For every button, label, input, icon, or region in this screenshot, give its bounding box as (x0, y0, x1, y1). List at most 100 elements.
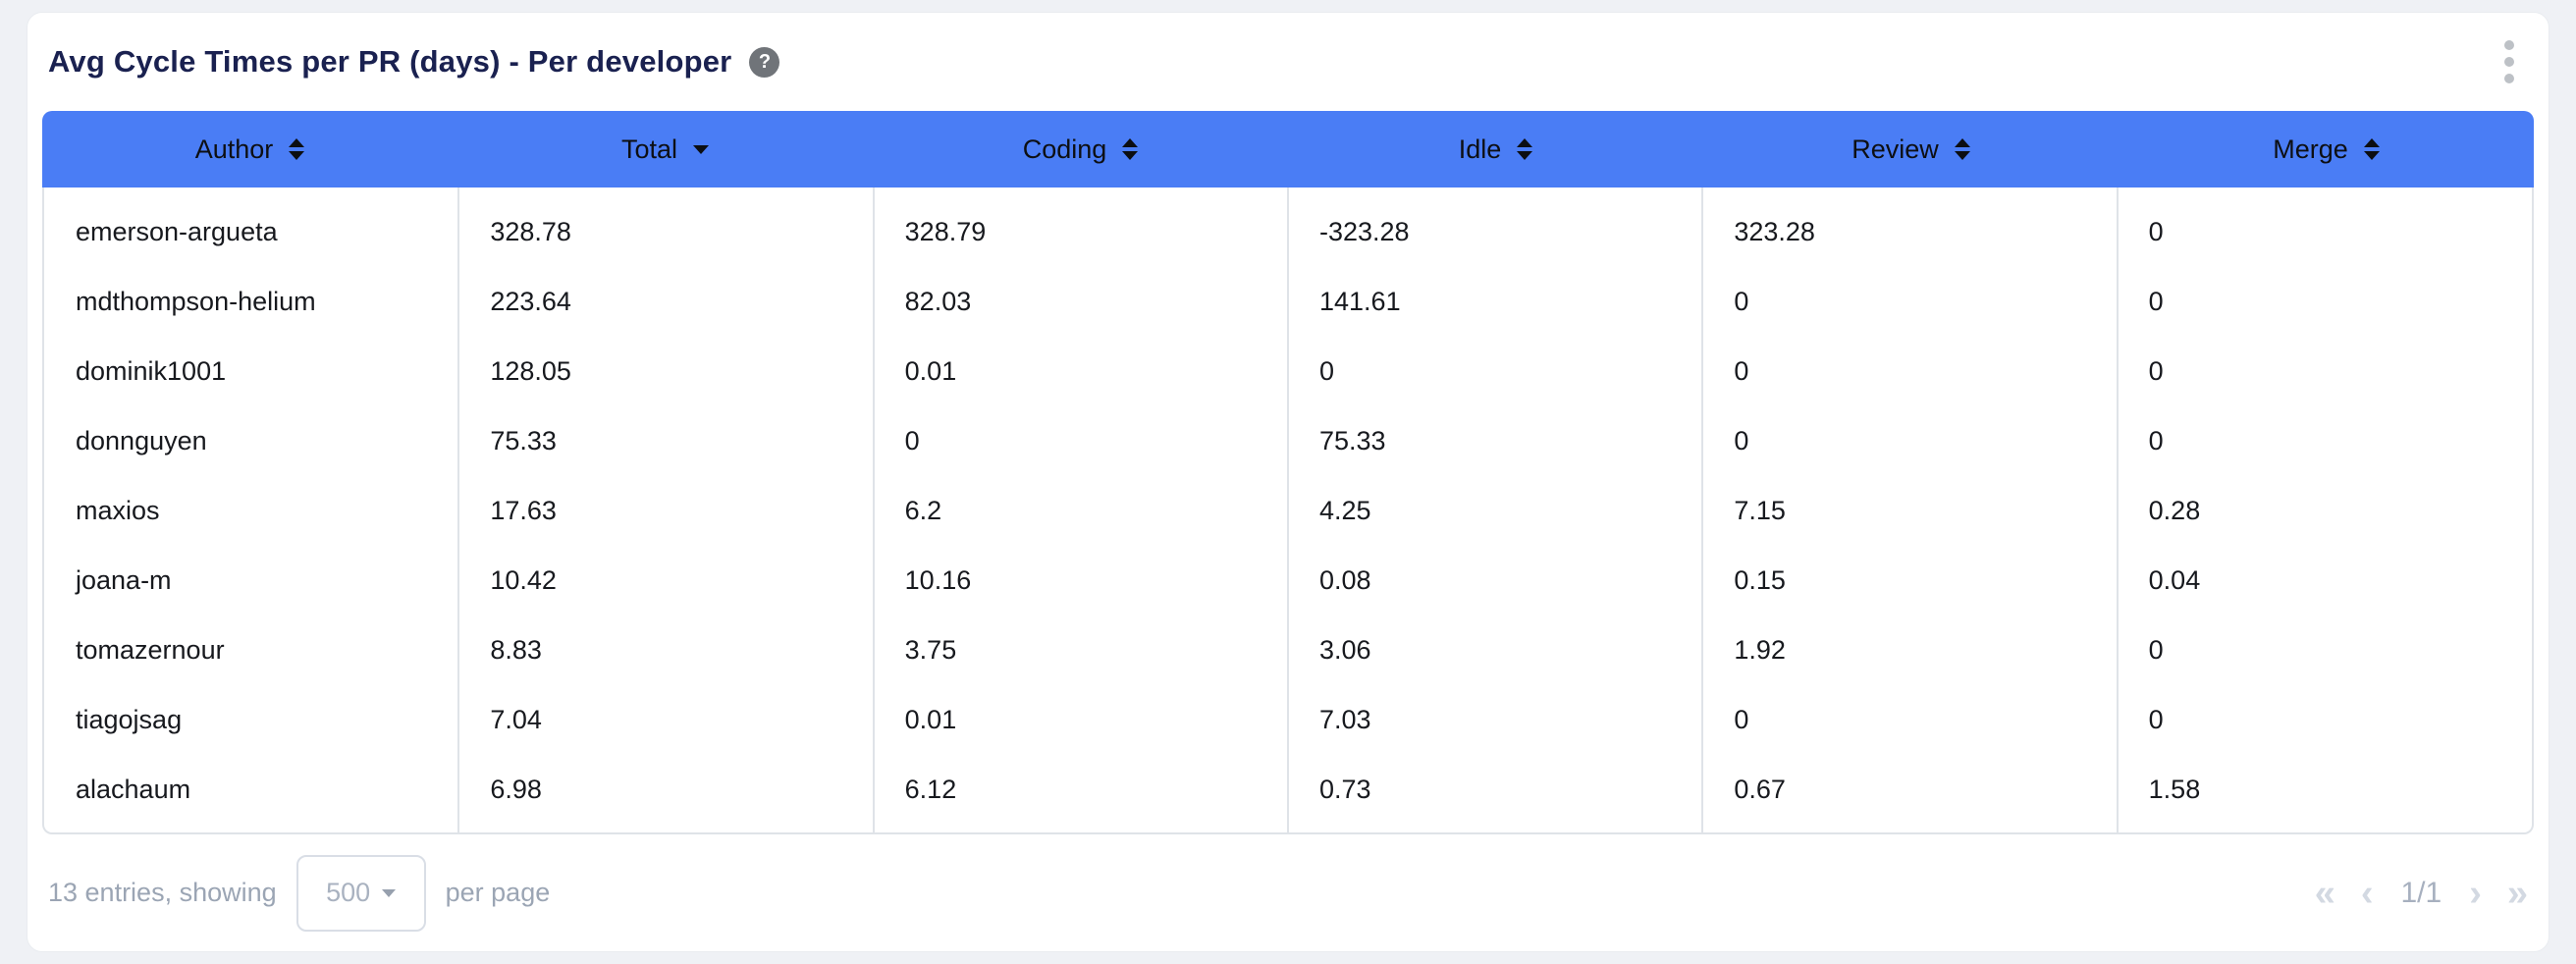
author-cell: mdthompson-helium (76, 287, 316, 316)
column-label: Review (1852, 134, 1939, 164)
value-cell: 0 (1734, 705, 1749, 734)
author-cell: tiagojsag (76, 705, 183, 734)
chevron-down-icon (382, 888, 397, 897)
table-row: alachaum 6.98 6.12 0.73 0.67 1.58 (44, 755, 2532, 825)
value-cell: 0 (1734, 287, 1749, 316)
column-divider (1701, 187, 1704, 832)
table-row: tomazernour 8.83 3.75 3.06 1.92 0 (44, 616, 2532, 685)
sort-icon (2363, 138, 2380, 160)
card-header: Avg Cycle Times per PR (days) - Per deve… (27, 13, 2549, 111)
kebab-menu-icon[interactable] (2498, 34, 2520, 89)
value-cell: 6.12 (904, 775, 957, 804)
value-cell: 0 (904, 426, 920, 455)
per-page-text: per page (445, 878, 551, 907)
sort-icon (1122, 138, 1139, 160)
column-divider (1287, 187, 1289, 832)
column-label: Merge (2273, 134, 2348, 164)
value-cell: 128.05 (490, 356, 571, 386)
column-divider (872, 187, 875, 832)
value-cell: 4.25 (1319, 496, 1371, 525)
author-cell: tomazernour (76, 635, 225, 665)
table-header-row: Author Total Coding Idle Review Merge (42, 111, 2534, 187)
table-row: joana-m 10.42 10.16 0.08 0.15 0.04 (44, 546, 2532, 616)
sort-desc-icon (693, 144, 710, 154)
sort-icon (1517, 138, 1533, 160)
page-indicator: 1/1 (2400, 876, 2442, 909)
value-cell: 323.28 (1734, 217, 1815, 246)
value-cell: 6.98 (490, 775, 542, 804)
entries-text: 13 entries, showing (48, 878, 277, 907)
value-cell: 10.42 (490, 565, 557, 595)
value-cell: 328.78 (490, 217, 571, 246)
value-cell: 0 (2148, 217, 2164, 246)
value-cell: 0.28 (2148, 496, 2201, 525)
value-cell: 0 (1734, 356, 1749, 386)
widget-card: Avg Cycle Times per PR (days) - Per deve… (27, 12, 2549, 952)
sort-icon (1954, 138, 1970, 160)
value-cell: 6.2 (904, 496, 942, 525)
value-cell: 328.79 (904, 217, 987, 246)
author-cell: emerson-argueta (76, 217, 278, 246)
value-cell: 1.92 (1734, 635, 1786, 665)
value-cell: 0.01 (904, 356, 957, 386)
value-cell: 0.08 (1319, 565, 1371, 595)
value-cell: 0 (2148, 635, 2164, 665)
value-cell: 141.61 (1319, 287, 1401, 316)
value-cell: 0.73 (1319, 775, 1371, 804)
help-icon[interactable]: ? (749, 46, 780, 78)
value-cell: 0.01 (904, 705, 957, 734)
table-row: mdthompson-helium 223.64 82.03 141.61 0 0 (44, 267, 2532, 337)
table-row: tiagojsag 7.04 0.01 7.03 0 0 (44, 685, 2532, 755)
value-cell: 0.15 (1734, 565, 1786, 595)
value-cell: 0 (1734, 426, 1749, 455)
value-cell: 223.64 (490, 287, 571, 316)
page-size-value: 500 (326, 878, 371, 907)
value-cell: 0 (2148, 705, 2164, 734)
sort-icon (289, 138, 305, 160)
column-header-author[interactable]: Author (42, 111, 457, 187)
table-row: maxios 17.63 6.2 4.25 7.15 0.28 (44, 476, 2532, 546)
table-row: donnguyen 75.33 0 75.33 0 0 (44, 406, 2532, 476)
column-header-merge[interactable]: Merge (2119, 111, 2534, 187)
author-cell: maxios (76, 496, 160, 525)
column-label: Coding (1022, 134, 1107, 164)
column-header-idle[interactable]: Idle (1288, 111, 1703, 187)
author-cell: donnguyen (76, 426, 207, 455)
column-label: Total (620, 134, 678, 164)
page-title: Avg Cycle Times per PR (days) - Per deve… (48, 44, 732, 79)
pagination: « ‹ 1/1 › » (2315, 875, 2528, 912)
value-cell: 7.04 (490, 705, 542, 734)
value-cell: 3.75 (904, 635, 957, 665)
author-cell: alachaum (76, 775, 191, 804)
last-page-icon[interactable]: » (2506, 872, 2528, 914)
value-cell: 0 (2148, 426, 2164, 455)
value-cell: 7.15 (1734, 496, 1786, 525)
table-footer: 13 entries, showing 500 per page « ‹ 1/1… (42, 834, 2534, 951)
value-cell: 82.03 (904, 287, 972, 316)
value-cell: -323.28 (1319, 217, 1410, 246)
column-label: Author (194, 134, 274, 164)
value-cell: 3.06 (1319, 635, 1371, 665)
column-header-coding[interactable]: Coding (873, 111, 1288, 187)
column-divider (2116, 187, 2119, 832)
value-cell: 7.03 (1319, 705, 1371, 734)
first-page-icon[interactable]: « (2314, 872, 2335, 914)
next-page-icon[interactable]: › (2469, 872, 2482, 914)
author-cell: joana-m (76, 565, 172, 595)
value-cell: 75.33 (490, 426, 557, 455)
column-label: Idle (1458, 134, 1502, 164)
table-row: dominik1001 128.05 0.01 0 0 0 (44, 337, 2532, 406)
value-cell: 10.16 (904, 565, 972, 595)
value-cell: 0 (2148, 356, 2164, 386)
column-header-total[interactable]: Total (457, 111, 873, 187)
value-cell: 0.67 (1734, 775, 1786, 804)
prev-page-icon[interactable]: ‹ (2360, 872, 2374, 914)
value-cell: 0 (1319, 356, 1335, 386)
column-divider (457, 187, 460, 832)
author-cell: dominik1001 (76, 356, 227, 386)
value-cell: 8.83 (490, 635, 542, 665)
column-header-review[interactable]: Review (1703, 111, 2119, 187)
value-cell: 0.04 (2148, 565, 2201, 595)
page-size-select[interactable]: 500 (295, 854, 426, 932)
value-cell: 1.58 (2148, 775, 2201, 804)
